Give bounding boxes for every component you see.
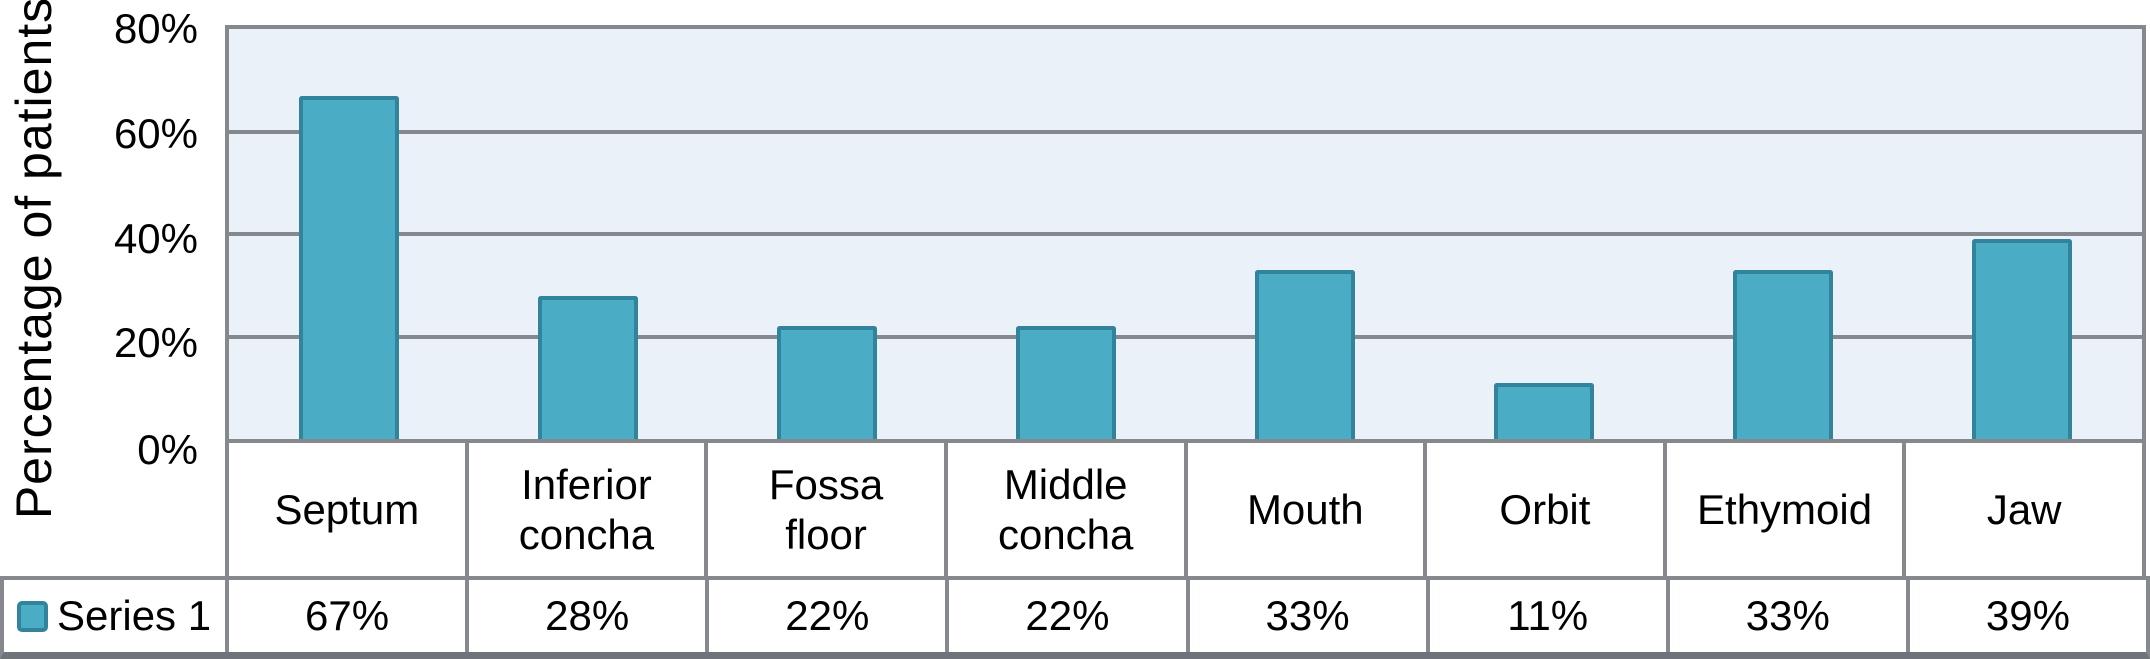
y-tick-60: 60% xyxy=(113,110,198,157)
bar-orbit xyxy=(1494,382,1595,439)
category-label-septum: Septum xyxy=(274,485,420,533)
bar-jaw xyxy=(1972,239,2073,439)
value-ethymoid: 33% xyxy=(1665,580,1906,652)
value-inferior-concha: 28% xyxy=(465,580,705,652)
value-jaw: 39% xyxy=(1905,580,2146,652)
category-label-orbit: Orbit xyxy=(1423,443,1663,576)
bars-group xyxy=(229,29,2142,439)
value-fossa-floor: 22% xyxy=(705,580,945,652)
bar-ethymoid xyxy=(1733,269,1834,439)
y-tick-80: 80% xyxy=(113,5,198,52)
gridline-60 xyxy=(229,129,2142,134)
bar-middle-concha xyxy=(1015,326,1116,439)
y-tick-20: 20% xyxy=(113,319,198,366)
category-label-fossa-floor: Fossa floor xyxy=(704,443,944,576)
bar-septum xyxy=(298,95,399,439)
gridline-20 xyxy=(229,334,2142,339)
value-middle-concha: 22% xyxy=(945,580,1185,652)
category-label-middle-concha: Middle concha xyxy=(943,443,1184,576)
category-label-mouth: Mouth xyxy=(1183,443,1424,576)
y-tick-40: 40% xyxy=(113,215,198,262)
legend-cell: Series 1 xyxy=(4,580,225,652)
value-mouth: 33% xyxy=(1185,580,1426,652)
data-table-series-row: Series 1 67% 28% 22% 22% 33% 11% 33% 39% xyxy=(0,576,2150,659)
gridline-40 xyxy=(229,232,2142,236)
bar-fossa-floor xyxy=(776,326,877,439)
category-label-inferior-concha: Inferior concha xyxy=(464,443,705,576)
value-septum: 67% xyxy=(225,580,465,652)
category-label-ethymoid: Ethymoid xyxy=(1662,443,1903,576)
value-orbit: 11% xyxy=(1425,580,1666,652)
series-1-legend-label: Series 1 xyxy=(57,592,212,639)
category-label-jaw: Jaw xyxy=(1902,443,2142,576)
series-1-legend-swatch-icon xyxy=(17,600,48,632)
plot-area xyxy=(225,25,2146,443)
bar-mouth xyxy=(1255,269,1356,439)
bar-inferior-concha xyxy=(537,295,638,439)
y-tick-0: 0% xyxy=(137,426,198,473)
category-header-row: Septum Inferior concha Fossa floor Middl… xyxy=(225,439,2146,580)
